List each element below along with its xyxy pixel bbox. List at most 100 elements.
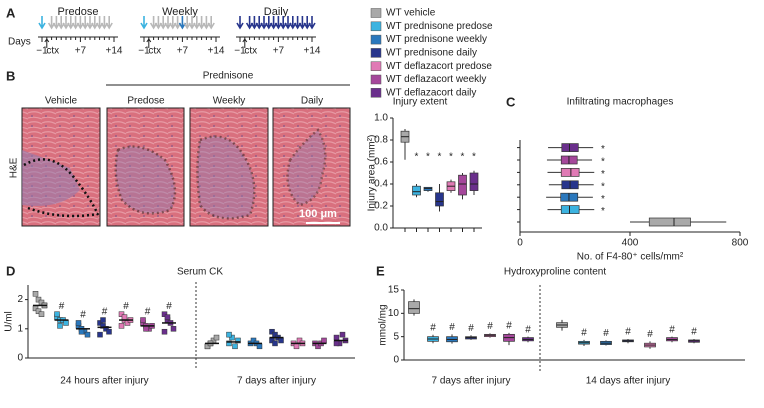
legend-swatch — [370, 74, 382, 85]
dosing-arrow — [38, 16, 46, 30]
data-point — [333, 334, 340, 341]
dosing-arrow — [293, 16, 302, 30]
legend-label: WT deflazacort predose — [386, 61, 492, 72]
data-point — [226, 331, 232, 338]
x-tick-label: 800 — [732, 238, 749, 249]
column-label: Vehicle — [45, 96, 78, 107]
dosing-arrow — [154, 16, 163, 30]
lesion-outline — [196, 135, 256, 220]
timeline-tick-label: ctx — [46, 46, 59, 57]
timeline-tick-label: −1 — [36, 46, 48, 57]
y-tick-label: 0.0 — [374, 223, 388, 234]
lesion-outline — [114, 145, 177, 215]
ctx-arrow — [146, 38, 152, 48]
chart-title: Infiltrating macrophages — [567, 97, 674, 108]
data-point — [170, 326, 177, 332]
data-point — [272, 340, 278, 347]
legend-swatch — [370, 61, 382, 71]
dosing-arrow — [298, 16, 307, 30]
category-label: 7 days after injury — [432, 376, 511, 387]
y-axis-label: mmol/mg — [378, 304, 389, 345]
data-point — [35, 296, 42, 303]
significance: # — [468, 323, 474, 334]
significance: * — [601, 206, 605, 217]
panel-label: D — [6, 263, 15, 278]
dosing-arrow — [202, 16, 211, 30]
dosing-arrow — [236, 16, 244, 30]
legend-swatch — [370, 8, 382, 18]
legend-label: WT deflazacort weekly — [386, 74, 486, 85]
legend-swatch — [370, 88, 382, 98]
significance: * — [461, 152, 465, 163]
data-point — [97, 320, 103, 326]
dosing-arrow — [250, 16, 259, 30]
dosing-arrow — [47, 16, 56, 30]
significance: # — [691, 327, 697, 338]
timeline-tick-label: +7 — [75, 46, 87, 57]
significance: # — [506, 321, 512, 332]
significance: * — [601, 181, 605, 192]
data-point — [118, 323, 125, 329]
data-point — [63, 320, 69, 326]
legend-label: WT prednisone weekly — [386, 34, 487, 45]
timeline-tick-label: +7 — [177, 46, 189, 57]
significance: * — [426, 152, 430, 163]
significance: * — [601, 144, 605, 155]
y-tick-label: 0.4 — [374, 179, 388, 190]
timeline-title: Predose — [58, 6, 99, 18]
y-axis-label: U/ml — [4, 311, 15, 332]
box — [560, 168, 580, 177]
dosing-arrow — [308, 16, 316, 30]
timeline-tick-label: −1 — [234, 46, 246, 57]
x-tick-label: 400 — [622, 238, 639, 249]
significance: # — [166, 301, 172, 312]
ctx-arrow — [242, 38, 248, 48]
timeline-title: Weekly — [162, 6, 198, 18]
dosing-arrow — [245, 16, 254, 30]
dosing-arrow — [207, 16, 215, 30]
timeline-title: Daily — [264, 6, 289, 18]
data-point — [235, 337, 241, 344]
significance: # — [525, 324, 531, 335]
box — [423, 186, 433, 191]
significance: # — [102, 307, 108, 318]
significance: # — [430, 322, 436, 333]
significance: # — [647, 329, 653, 340]
chart-title: Injury extent — [393, 97, 448, 108]
data-point — [256, 343, 263, 350]
timeline-tick-label: +7 — [273, 46, 285, 57]
data-point — [75, 320, 82, 326]
legend-swatch — [370, 21, 382, 32]
significance: * — [601, 169, 605, 180]
lesion-outline — [286, 128, 327, 207]
histology-image — [189, 107, 269, 227]
significance: # — [145, 307, 151, 318]
box — [560, 205, 580, 214]
data-point — [140, 317, 146, 323]
box — [458, 174, 467, 196]
data-point — [57, 323, 63, 329]
chart-title: Hydroxyproline content — [504, 267, 606, 278]
data-point — [226, 340, 232, 347]
legend-swatch — [370, 34, 382, 45]
data-point — [84, 331, 91, 338]
y-axis-label: Injury area (mm²) — [367, 135, 378, 212]
data-point — [293, 343, 300, 350]
data-point — [100, 323, 106, 329]
data-point — [321, 337, 327, 344]
timeline-tick-label: +14 — [304, 46, 321, 57]
panel-label: E — [376, 263, 385, 278]
data-point — [32, 291, 39, 297]
significance: # — [581, 328, 587, 339]
y-tick-label: 0 — [17, 353, 23, 364]
y-tick-label: 0.6 — [374, 157, 388, 168]
dosing-arrow — [289, 16, 297, 30]
ctx-arrow — [44, 38, 50, 48]
data-point — [38, 311, 45, 317]
timeline-tick-label: ctx — [244, 46, 257, 57]
significance: # — [603, 328, 609, 339]
significance: # — [449, 322, 455, 333]
timeline-tick-label: ctx — [148, 46, 161, 57]
significance: * — [438, 152, 442, 163]
significance: * — [449, 152, 453, 163]
